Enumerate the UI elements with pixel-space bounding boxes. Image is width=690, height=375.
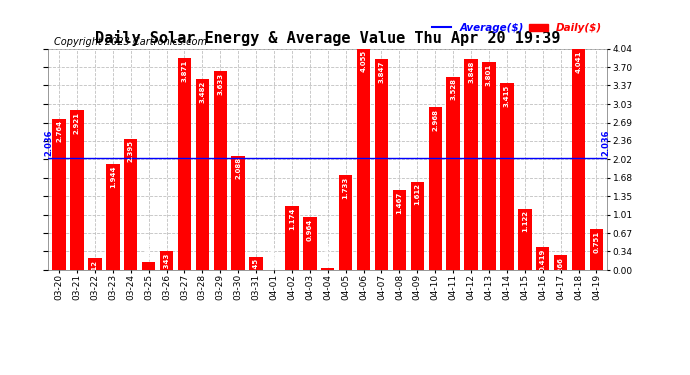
Text: 0.146: 0.146 [146, 238, 152, 260]
Bar [572, 49, 585, 270]
Text: 2.921: 2.921 [74, 112, 80, 134]
Text: 1.467: 1.467 [396, 191, 402, 213]
Text: 3.871: 3.871 [181, 60, 188, 82]
Bar [70, 110, 83, 270]
Bar [590, 229, 603, 270]
Text: 3.482: 3.482 [199, 81, 206, 103]
Text: 1.122: 1.122 [522, 210, 528, 232]
Bar [52, 118, 66, 270]
Text: 1.612: 1.612 [414, 183, 420, 206]
Bar [142, 262, 155, 270]
Legend: Average($), Daily($): Average($), Daily($) [432, 23, 602, 33]
Bar [196, 79, 209, 270]
Text: 3.528: 3.528 [450, 78, 456, 101]
Bar [321, 268, 335, 270]
Text: 0.245: 0.245 [253, 258, 259, 280]
Text: 2.036: 2.036 [602, 130, 611, 156]
Bar [160, 251, 173, 270]
Bar [178, 58, 191, 270]
Bar [339, 175, 353, 270]
Text: 0.042: 0.042 [325, 244, 331, 266]
Bar [213, 71, 227, 270]
Text: 4.041: 4.041 [575, 50, 582, 73]
Text: 3.633: 3.633 [217, 73, 224, 95]
Text: 0.212: 0.212 [92, 260, 98, 282]
Text: 1.174: 1.174 [289, 207, 295, 230]
Bar [106, 164, 119, 270]
Bar [357, 48, 371, 270]
Bar [554, 255, 567, 270]
Bar [285, 206, 299, 270]
Bar [393, 190, 406, 270]
Bar [536, 247, 549, 270]
Bar [88, 258, 101, 270]
Text: 0.751: 0.751 [593, 231, 600, 253]
Bar [446, 77, 460, 270]
Text: 2.088: 2.088 [235, 157, 242, 179]
Bar [375, 59, 388, 270]
Bar [518, 209, 531, 270]
Title: Daily Solar Energy & Average Value Thu Apr 20 19:39: Daily Solar Energy & Average Value Thu A… [95, 30, 560, 46]
Bar [231, 156, 245, 270]
Text: 0.266: 0.266 [558, 257, 564, 279]
Bar [303, 217, 317, 270]
Text: 3.847: 3.847 [379, 61, 384, 83]
Text: 0.000: 0.000 [271, 246, 277, 268]
Text: 2.968: 2.968 [432, 109, 438, 131]
Text: 2.764: 2.764 [56, 120, 62, 142]
Bar [428, 108, 442, 270]
Text: 0.343: 0.343 [164, 253, 170, 275]
Text: 3.848: 3.848 [468, 61, 474, 83]
Text: 4.055: 4.055 [361, 50, 366, 72]
Text: 0.419: 0.419 [540, 249, 546, 271]
Bar [249, 256, 263, 270]
Text: 2.036: 2.036 [45, 130, 54, 156]
Bar [482, 62, 495, 270]
Text: Copyright 2023 Cartronics.com: Copyright 2023 Cartronics.com [54, 36, 207, 46]
Text: 2.395: 2.395 [128, 141, 134, 162]
Text: 0.964: 0.964 [307, 219, 313, 241]
Text: 3.801: 3.801 [486, 63, 492, 86]
Text: 1.733: 1.733 [343, 177, 348, 199]
Bar [500, 83, 513, 270]
Text: 3.415: 3.415 [504, 85, 510, 107]
Bar [464, 59, 477, 270]
Text: 1.944: 1.944 [110, 165, 116, 188]
Bar [411, 182, 424, 270]
Bar [124, 139, 137, 270]
